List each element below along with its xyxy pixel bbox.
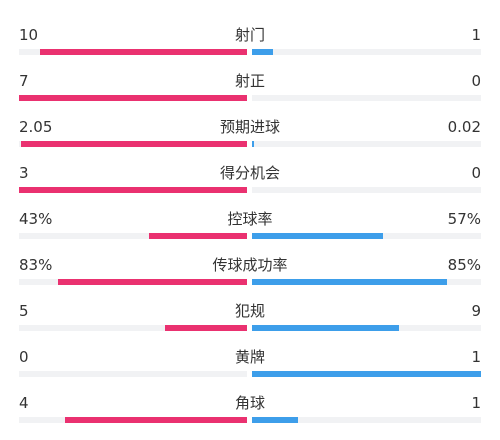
home-bar-track xyxy=(19,371,247,377)
away-value: 9 xyxy=(471,302,481,320)
home-bar xyxy=(19,187,247,193)
stat-label: 角球 xyxy=(234,394,265,412)
away-bar xyxy=(252,325,399,331)
away-value: 0 xyxy=(471,72,481,90)
stat-row: 角球 4 1 xyxy=(0,394,500,440)
home-value: 83% xyxy=(19,256,53,274)
stat-row: 传球成功率 83% 85% xyxy=(0,256,500,302)
away-bar-track xyxy=(252,141,481,147)
home-value: 10 xyxy=(19,26,39,44)
stat-row: 黄牌 0 1 xyxy=(0,348,500,394)
home-bar xyxy=(164,325,247,331)
home-bar xyxy=(148,233,247,239)
away-bar xyxy=(252,49,273,55)
away-bar-track xyxy=(252,233,481,239)
away-value: 1 xyxy=(471,394,481,412)
away-value: 57% xyxy=(447,210,481,228)
away-bar-track xyxy=(252,325,481,331)
home-value: 5 xyxy=(19,302,29,320)
home-bar-track xyxy=(19,233,247,239)
stat-label: 预期进球 xyxy=(219,118,280,136)
home-value: 4 xyxy=(19,394,29,412)
home-value: 43% xyxy=(19,210,53,228)
away-bar xyxy=(252,371,481,377)
away-bar xyxy=(252,141,255,147)
away-bar xyxy=(252,279,447,285)
home-value: 7 xyxy=(19,72,29,90)
stat-row: 犯规 5 9 xyxy=(0,302,500,348)
away-value: 1 xyxy=(471,348,481,366)
stat-label: 射正 xyxy=(234,72,265,90)
home-bar-track xyxy=(19,187,247,193)
home-bar-track xyxy=(19,95,247,101)
away-value: 0.02 xyxy=(447,118,481,136)
stat-row: 射正 7 0 xyxy=(0,72,500,118)
home-value: 2.05 xyxy=(19,118,53,136)
away-bar xyxy=(252,233,383,239)
stat-label: 黄牌 xyxy=(234,348,265,366)
away-value: 85% xyxy=(447,256,481,274)
away-bar-track xyxy=(252,187,481,193)
home-bar-track xyxy=(19,279,247,285)
away-bar-track xyxy=(252,371,481,377)
stat-label: 犯规 xyxy=(234,302,265,320)
home-bar-track xyxy=(19,325,247,331)
away-bar xyxy=(252,417,298,423)
stat-label: 控球率 xyxy=(227,210,273,228)
stat-row: 得分机会 3 0 xyxy=(0,164,500,210)
home-bar xyxy=(39,49,247,55)
home-bar-track xyxy=(19,49,247,55)
stat-row: 射门 10 1 xyxy=(0,26,500,72)
stat-row: 预期进球 2.05 0.02 xyxy=(0,118,500,164)
home-value: 0 xyxy=(19,348,29,366)
away-bar-track xyxy=(252,49,481,55)
home-bar xyxy=(64,417,247,423)
home-bar xyxy=(21,141,247,147)
stat-label: 得分机会 xyxy=(219,164,280,182)
stat-label: 传球成功率 xyxy=(212,256,288,274)
home-bar-track xyxy=(19,141,247,147)
home-value: 3 xyxy=(19,164,29,182)
home-bar xyxy=(19,95,247,101)
stat-label: 射门 xyxy=(234,26,265,44)
away-value: 1 xyxy=(471,26,481,44)
away-bar-track xyxy=(252,95,481,101)
away-bar-track xyxy=(252,417,481,423)
stat-row: 控球率 43% 57% xyxy=(0,210,500,256)
away-bar-track xyxy=(252,279,481,285)
away-value: 0 xyxy=(471,164,481,182)
home-bar-track xyxy=(19,417,247,423)
home-bar xyxy=(57,279,247,285)
